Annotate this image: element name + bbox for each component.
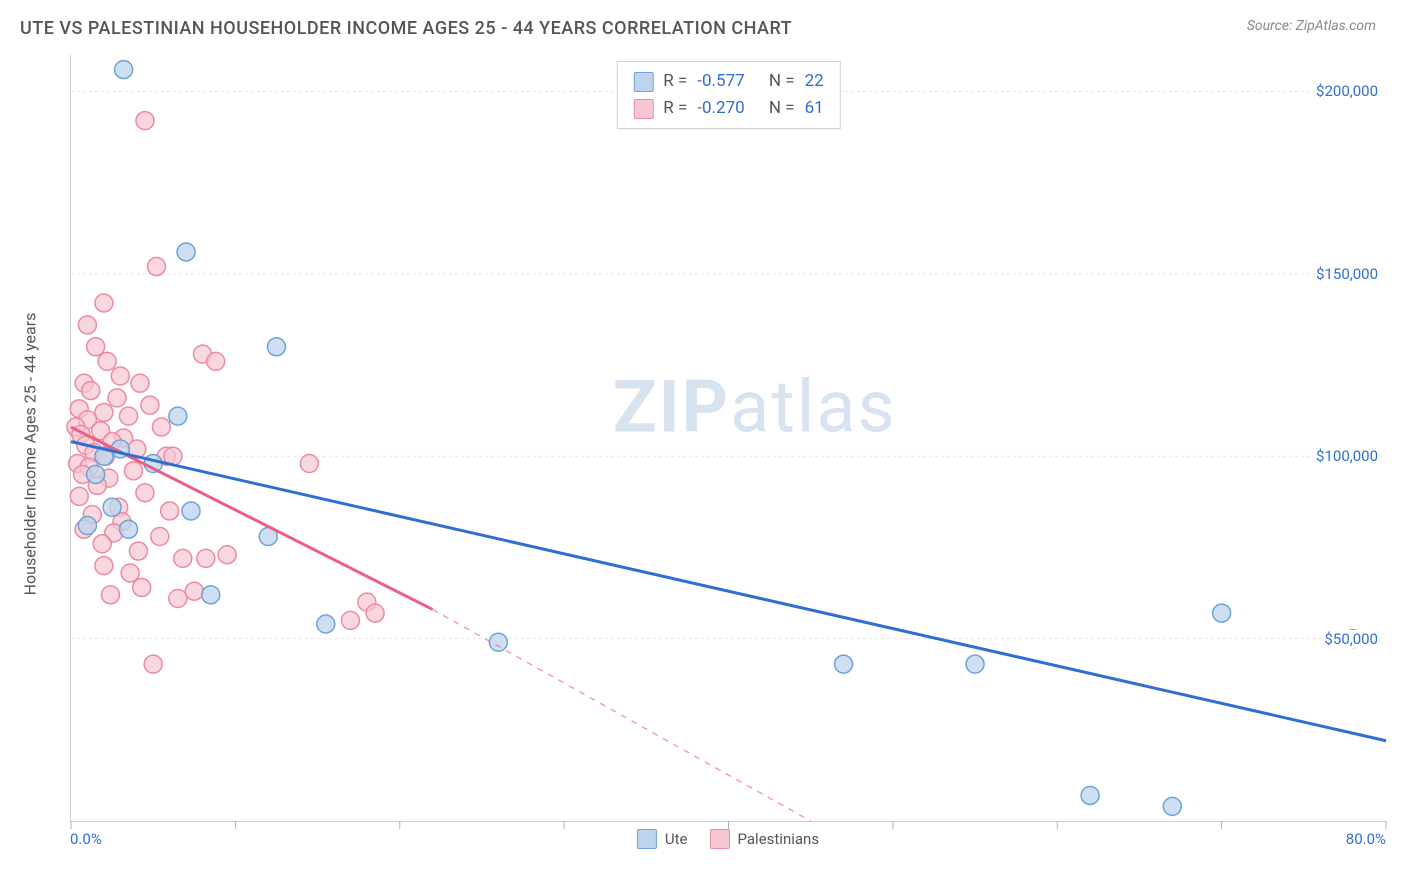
x-max-label: 80.0% bbox=[1346, 830, 1386, 848]
pal-n-value: 61 bbox=[805, 95, 824, 122]
source-attribution: Source: ZipAtlas.com bbox=[1247, 18, 1376, 34]
x-min-label: 0.0% bbox=[70, 830, 102, 848]
chart-title: UTE VS PALESTINIAN HOUSEHOLDER INCOME AG… bbox=[20, 18, 792, 39]
y-tick-label: $150,000 bbox=[1314, 265, 1380, 283]
legend-pal-label: Palestinians bbox=[738, 830, 820, 848]
legend-ute: Ute bbox=[637, 829, 688, 849]
r-label: R = bbox=[663, 68, 687, 95]
y-tick-label: $100,000 bbox=[1314, 447, 1380, 465]
r-label: R = bbox=[663, 95, 687, 122]
x-axis-row: 0.0% Ute Palestinians 80.0% bbox=[70, 826, 1386, 852]
ute-swatch-icon bbox=[637, 829, 657, 849]
pal-swatch bbox=[633, 99, 653, 119]
legend-ute-label: Ute bbox=[665, 830, 688, 848]
y-axis-label: Householder Income Ages 25 - 44 years bbox=[21, 312, 40, 595]
bottom-legend: Ute Palestinians bbox=[637, 829, 819, 849]
n-label: N = bbox=[769, 68, 795, 95]
ute-r-value: -0.577 bbox=[697, 68, 744, 95]
y-tick-label: $200,000 bbox=[1314, 82, 1380, 100]
legend-pal: Palestinians bbox=[710, 829, 820, 849]
stats-legend-box: R = -0.577 N = 22 R = -0.270 N = 61 bbox=[616, 61, 840, 129]
y-tick-label: $50,000 bbox=[1322, 630, 1380, 648]
plot-svg bbox=[71, 55, 1386, 821]
ute-swatch bbox=[633, 72, 653, 92]
pal-r-value: -0.270 bbox=[697, 95, 744, 122]
stats-row-pal: R = -0.270 N = 61 bbox=[633, 95, 823, 122]
n-label: N = bbox=[769, 95, 795, 122]
stats-row-ute: R = -0.577 N = 22 bbox=[633, 68, 823, 95]
ute-n-value: 22 bbox=[805, 68, 824, 95]
chart-container: Householder Income Ages 25 - 44 years ZI… bbox=[50, 55, 1386, 852]
plot-area: ZIPatlas R = -0.577 N = 22 R = -0.270 N … bbox=[70, 55, 1386, 822]
pal-swatch-icon bbox=[710, 829, 730, 849]
